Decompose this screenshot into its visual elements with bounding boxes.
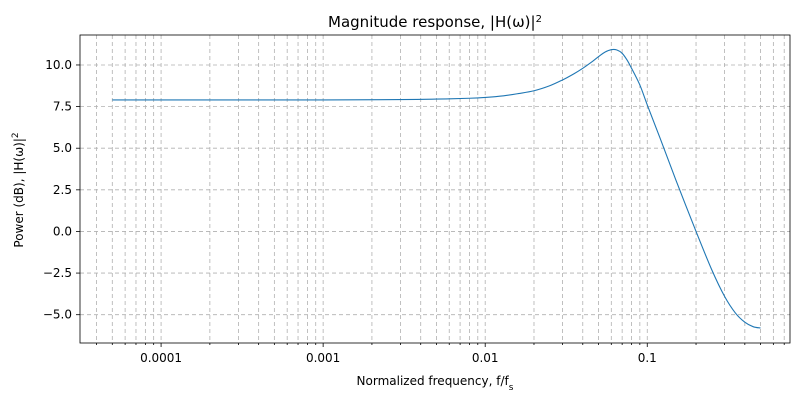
- ticks: 0.0001 0.001 0.01 0.1 −5.0 −2.5 0.0 2.5 5.0 7.5 10…: [43, 58, 785, 365]
- x-axis-label-text: Normalized frequency, f/f: [357, 374, 510, 388]
- x-tick-label: 0.001: [306, 351, 340, 365]
- y-tick-label: 7.5: [53, 100, 72, 114]
- x-tick-label: 0.01: [472, 351, 499, 365]
- y-axis-label: Power (dB), |H(ω)|2: [11, 132, 26, 247]
- y-tick-label: 0.0: [53, 224, 72, 238]
- y-tick-label: −2.5: [43, 266, 72, 280]
- x-tick-label: 0.0001: [140, 351, 182, 365]
- magnitude-response-line: [112, 48, 761, 329]
- grid: [80, 35, 790, 343]
- y-axis-label-superscript: 2: [11, 132, 21, 138]
- y-tick-label: −5.0: [43, 308, 72, 322]
- y-tick-label: 2.5: [53, 183, 72, 197]
- x-tick-label: 0.1: [638, 351, 657, 365]
- y-tick-label: 5.0: [53, 141, 72, 155]
- chart-title: Magnitude response, |H(ω)|2: [328, 13, 542, 31]
- x-axis-label-subscript: s: [509, 383, 514, 393]
- chart-title-superscript: 2: [536, 14, 542, 25]
- y-tick-label: 10.0: [45, 58, 72, 72]
- series-layer: [112, 48, 761, 329]
- x-axis-label: Normalized frequency, f/fs: [357, 374, 514, 393]
- plot-frame: [79, 34, 791, 344]
- y-axis-label-text: Power (dB), |H(ω)|: [12, 138, 26, 247]
- chart-title-text: Magnitude response, |H(ω)|: [328, 13, 536, 31]
